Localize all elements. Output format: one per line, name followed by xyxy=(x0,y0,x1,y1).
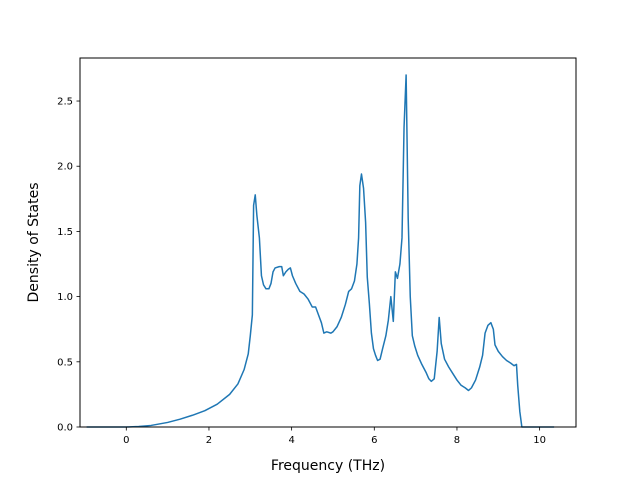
y-tick-label: 1.5 xyxy=(57,227,73,238)
y-tick-label: 0.5 xyxy=(57,357,73,368)
x-axis-label: Frequency (THz) xyxy=(271,458,385,474)
x-tick-label: 4 xyxy=(288,435,294,446)
y-tick-label: 2.5 xyxy=(57,97,73,108)
plot-area xyxy=(86,74,555,428)
x-tick-label: 6 xyxy=(371,435,377,446)
x-tick-label: 8 xyxy=(454,435,460,446)
y-axis-label: Density of States xyxy=(26,183,42,303)
y-tick-label: 2.0 xyxy=(57,162,73,173)
dos-series-line xyxy=(86,74,555,428)
y-axis-ticks: 0.0 0.5 1.0 1.5 2.0 2.5 xyxy=(57,97,80,434)
x-axis-ticks: 0 2 4 6 8 10 xyxy=(123,427,546,446)
y-tick-label: 0.0 xyxy=(57,423,73,434)
y-tick-label: 1.0 xyxy=(57,292,73,303)
x-tick-label: 0 xyxy=(123,435,129,446)
x-tick-label: 10 xyxy=(533,435,546,446)
axes-frame xyxy=(79,57,577,428)
x-tick-label: 2 xyxy=(206,435,212,446)
